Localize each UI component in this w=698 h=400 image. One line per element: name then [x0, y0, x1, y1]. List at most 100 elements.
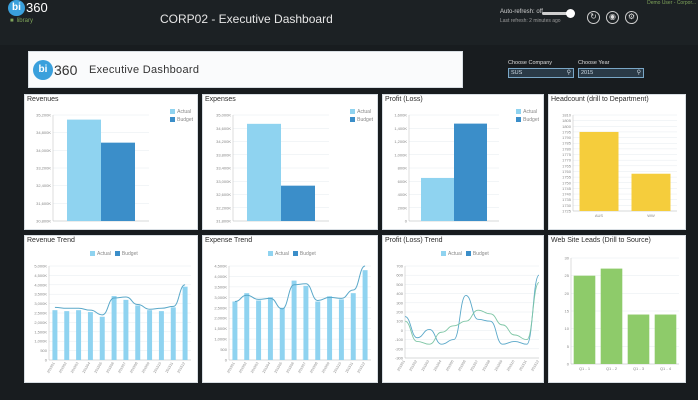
bar-actual: [170, 307, 176, 360]
x-tick-label: 201506: [285, 362, 294, 374]
x-tick-label: Q1 - 4: [660, 366, 672, 371]
web-leads-panel[interactable]: Web Site Leads (Drill to Source) 0 5 10 15 2…: [548, 235, 686, 383]
bar: [67, 119, 101, 221]
y-tick-label: 1790: [562, 135, 572, 140]
y-tick-label: 15: [565, 309, 570, 314]
last-refresh-label: Last refresh: 2 minutes ago: [500, 18, 561, 24]
library-icon: ■: [10, 18, 14, 24]
y-tick-label: 30,800K: [36, 219, 51, 224]
y-tick-label: 1780: [562, 146, 572, 151]
y-tick-label: 1735: [562, 197, 572, 202]
y-tick-label: 1750: [562, 180, 572, 185]
y-tick-label: 100: [396, 319, 403, 324]
y-tick-label: 3,500K: [214, 284, 227, 289]
year-select[interactable]: 2015 ⚲: [578, 68, 644, 78]
y-tick-label: 5,000K: [34, 264, 47, 269]
y-tick-label: 1,200K: [394, 139, 407, 144]
library-link[interactable]: ■ library: [10, 18, 33, 24]
logo-360: 360: [26, 0, 48, 15]
y-tick-label: 5: [567, 344, 570, 349]
x-tick-label: Q1 - 2: [606, 366, 618, 371]
legend-actual-label: Actual: [177, 109, 192, 115]
legend-actual-label: Actual: [523, 109, 538, 115]
legend-actual: Actual: [170, 109, 191, 115]
dashboard-logo-360: 360: [54, 62, 78, 78]
settings-button[interactable]: ⚙: [625, 11, 638, 24]
y-tick-label: 1730: [562, 203, 572, 208]
eye-icon: ◉: [609, 12, 616, 21]
x-tick-label: 201510: [333, 362, 342, 374]
y-tick-label: 200: [396, 310, 403, 315]
bar-actual: [291, 280, 297, 360]
legend-budget: Budget: [170, 117, 193, 123]
view-button[interactable]: ◉: [606, 11, 619, 24]
revenue-trend-chart: 0 500 1,000K 1,500K 2,000K 2,500K 3,000K 3,500K…: [34, 264, 191, 374]
auto-refresh-toggle-knob[interactable]: [566, 9, 575, 18]
top-bar: bi 360 ■ library CORP02 - Executive Dash…: [0, 0, 698, 45]
legend-budget-label: Budget: [121, 251, 138, 257]
y-tick-label: 300: [396, 300, 403, 305]
panel-title: Expense Trend: [205, 237, 253, 244]
bar-actual: [315, 301, 321, 360]
bar-actual: [87, 312, 93, 360]
y-tick-label: 1,600K: [394, 113, 407, 118]
bar: [579, 131, 619, 211]
legend-actual: Actual: [516, 109, 537, 115]
y-tick-label: 500: [396, 282, 403, 287]
profit-panel[interactable]: Profit (Loss) Actual Budget 0 200K 400K 600…: [382, 94, 544, 230]
y-tick-label: 0: [567, 362, 570, 367]
y-tick-label: 1800: [562, 124, 572, 129]
bar-actual: [267, 297, 273, 360]
panel-title: Profit (Loss) Trend: [385, 237, 443, 244]
y-tick-label: 34,600K: [216, 126, 231, 131]
legend: Actual Budget: [516, 109, 539, 123]
x-tick-label: 201501: [226, 362, 235, 374]
y-tick-label: 1725: [562, 209, 572, 214]
app-logo[interactable]: bi 360: [8, 0, 48, 16]
y-tick-label: 32,200K: [216, 205, 231, 210]
panel-title: Revenues: [27, 96, 59, 103]
legend-budget-label: Budget: [177, 117, 193, 123]
profit-trend-panel[interactable]: Profit (Loss) Trend Actual Budget -300 -2…: [382, 235, 544, 383]
y-tick-label: 800K: [398, 166, 408, 171]
web-leads-chart: 0 5 10 15 20 25 30 Q1 - 1 Q1 - 2 Q1 - 3 Q1 - 4: [565, 256, 679, 371]
expense-trend-panel[interactable]: Expense Trend Actual Budget 0 500 1,000K 1,…: [202, 235, 378, 383]
y-tick-label: 0: [45, 358, 48, 363]
x-tick-label: 201511: [345, 362, 354, 374]
bar: [600, 268, 623, 364]
legend: Actual Budget: [268, 251, 316, 257]
y-tick-label: 200K: [398, 205, 408, 210]
legend-budget-label: Budget: [523, 117, 539, 123]
y-tick-label: 1755: [562, 175, 572, 180]
user-link[interactable]: Demo User - Corpor...: [647, 0, 696, 6]
series-line-budget: [404, 282, 540, 345]
y-tick-label: 3,000K: [34, 301, 47, 306]
company-select[interactable]: SUS ⚲: [508, 68, 574, 78]
x-tick-label: 201509: [494, 360, 503, 372]
x-tick-label: 201512: [356, 362, 365, 374]
bar: [101, 142, 135, 221]
x-tick-label: 201512: [176, 362, 185, 374]
dashboard-logo-bi: bi: [33, 60, 53, 80]
legend-budget-label: Budget: [472, 251, 489, 257]
revenues-panel[interactable]: Revenues Actual Budget 30,800K 31,600K 32,…: [24, 94, 198, 230]
y-tick-label: 32,400K: [36, 183, 51, 188]
legend-budget: Budget: [350, 117, 373, 123]
headcount-panel[interactable]: Headcount (drill to Department) 1725 1730…: [548, 94, 686, 230]
x-tick-label: 201502: [58, 362, 67, 374]
refresh-button[interactable]: ↻: [587, 11, 600, 24]
panel-title: Profit (Loss): [385, 96, 423, 103]
bar-actual: [52, 310, 58, 360]
y-tick-label: 4,500K: [214, 264, 227, 269]
auto-refresh-toggle[interactable]: [542, 12, 570, 15]
y-tick-label: 33,400K: [216, 166, 231, 171]
dashboard-logo: bi 360: [33, 60, 77, 80]
legend-budget: Budget: [465, 251, 489, 257]
expenses-panel[interactable]: Expenses Actual Budget 31,800K 32,200K 32,…: [202, 94, 378, 230]
legend-actual-label: Actual: [448, 251, 462, 257]
x-tick-label: 201501: [46, 362, 55, 374]
y-tick-label: 2,000K: [34, 320, 47, 325]
headcount-chart: 1725173017351740174517501755176017651770…: [562, 113, 677, 218]
revenue-trend-panel[interactable]: Revenue Trend Actual Budget 0 500 1,000K 1,…: [24, 235, 198, 383]
x-tick-label: 201512: [530, 360, 539, 372]
